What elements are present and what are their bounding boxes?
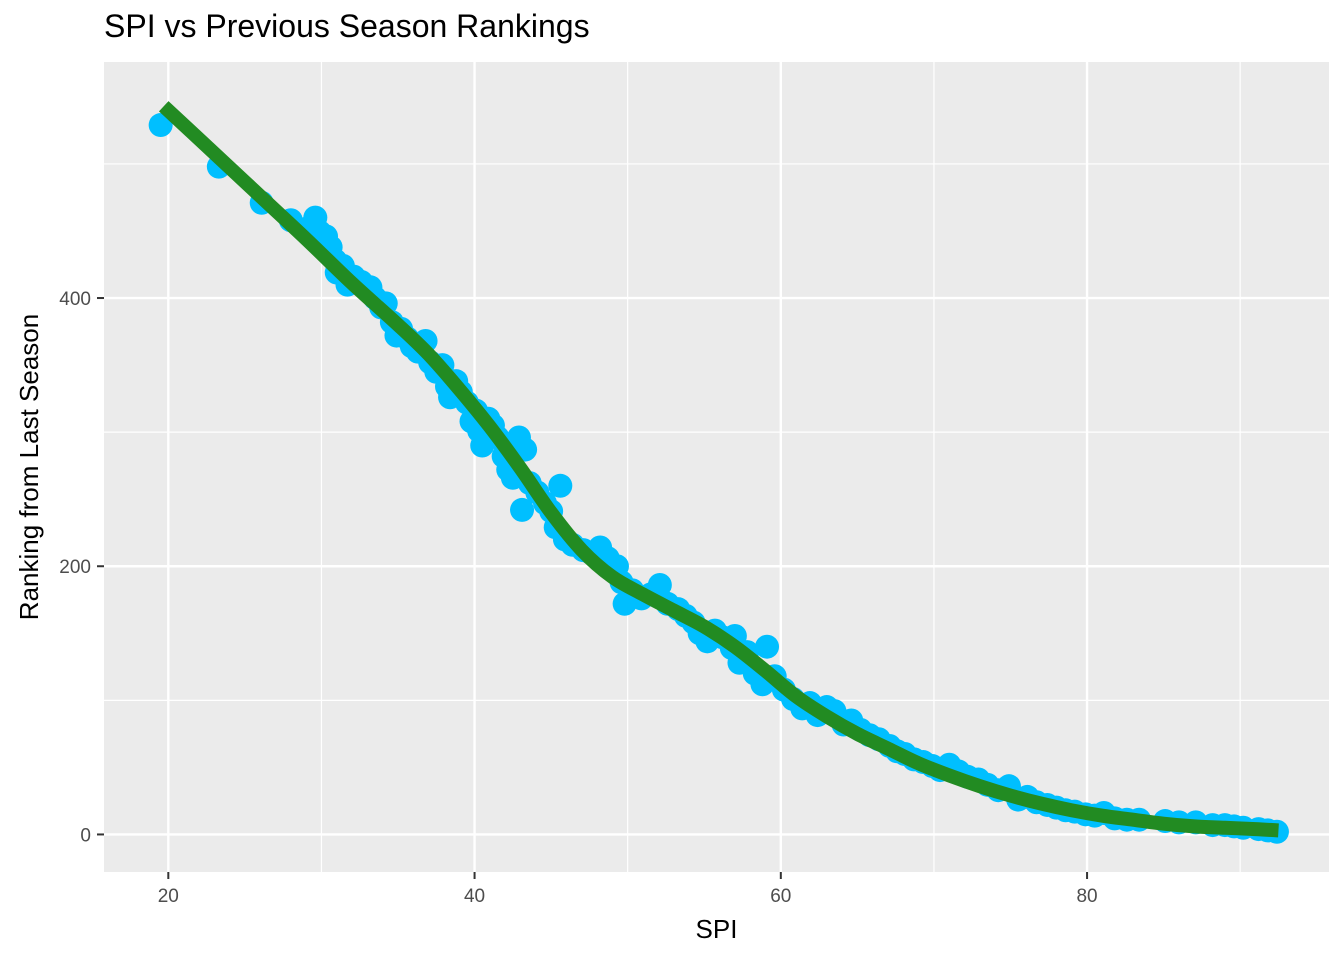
y-tick-label: 400: [59, 289, 91, 310]
data-point: [548, 473, 573, 498]
x-tick-label: 40: [464, 886, 485, 907]
data-point: [510, 497, 535, 522]
y-tick-label: 200: [59, 557, 91, 578]
major-gridlines: [104, 62, 1329, 872]
x-tick-label: 60: [770, 886, 791, 907]
data-point: [148, 113, 173, 138]
data-point: [755, 634, 780, 659]
plot-panel: [104, 62, 1329, 872]
chart-title: SPI vs Previous Season Rankings: [104, 8, 590, 44]
x-tick-label: 20: [158, 886, 179, 907]
minor-gridlines: [104, 62, 1329, 872]
axis-ticks: [97, 297, 1089, 879]
x-tick-label: 80: [1076, 886, 1097, 907]
x-axis-title: SPI: [696, 914, 738, 944]
data-point: [647, 573, 672, 598]
y-tick-label: 0: [80, 825, 91, 846]
smooth-trend-line: [158, 101, 1279, 838]
tick-labels: 20 40 60 80 0 200 400: [59, 289, 1097, 907]
y-axis-title: Ranking from Last Season: [14, 314, 44, 620]
